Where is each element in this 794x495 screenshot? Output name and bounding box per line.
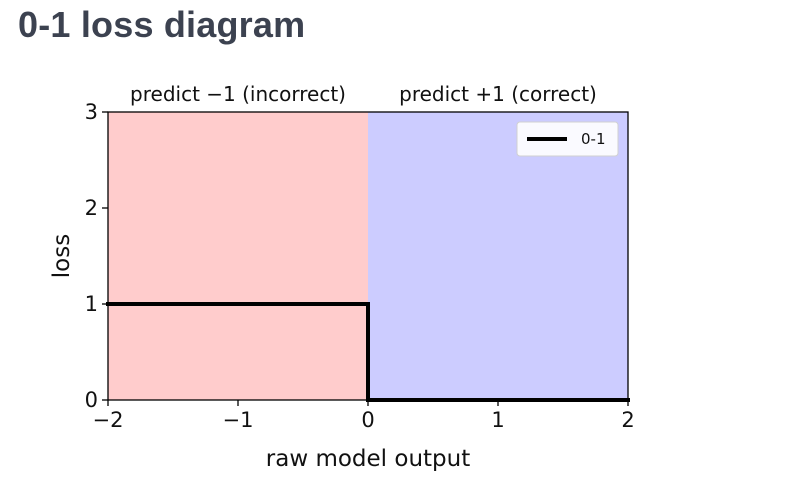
y-axis-label: loss	[49, 234, 75, 278]
x-tick-label-4: 2	[621, 408, 634, 432]
axis-ticks: −2 −1 0 1 2 0 1 2 3	[85, 100, 635, 432]
y-tick-label-3: 3	[85, 100, 98, 124]
region-0-label: predict −1 (incorrect)	[130, 82, 346, 106]
legend-label-0: 0-1	[581, 130, 606, 148]
legend: 0-1	[516, 121, 619, 157]
y-tick-label-2: 2	[85, 196, 98, 220]
axis-labels: raw model output loss	[49, 234, 470, 472]
x-tick-label-2: 0	[361, 408, 374, 432]
legend-box	[516, 121, 619, 157]
region-0-fill	[108, 112, 368, 400]
page-title: 0-1 loss diagram	[18, 4, 306, 45]
x-tick-label-1: −1	[223, 408, 254, 432]
background-regions	[108, 112, 628, 400]
x-axis-label: raw model output	[266, 446, 470, 472]
x-tick-label-0: −2	[93, 408, 124, 432]
region-labels: predict −1 (incorrect) predict +1 (correc…	[130, 82, 597, 106]
region-1-fill	[368, 112, 628, 400]
x-tick-label-3: 1	[491, 408, 504, 432]
region-1-label: predict +1 (correct)	[399, 82, 597, 106]
y-tick-label-0: 0	[85, 388, 98, 412]
y-tick-label-1: 1	[85, 292, 98, 316]
